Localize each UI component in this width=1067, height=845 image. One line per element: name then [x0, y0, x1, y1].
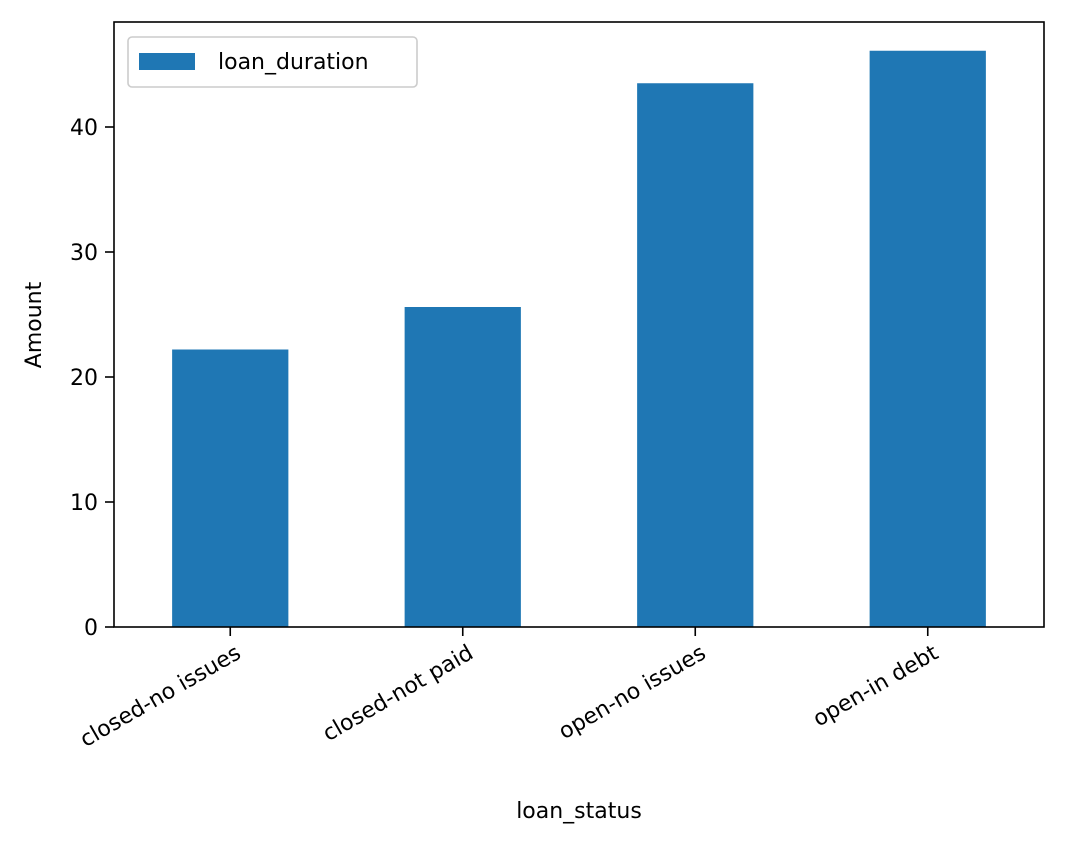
x-tick-label: open-in debt	[809, 640, 943, 732]
x-axis: closed-no issues closed-not paid open-no i…	[76, 627, 943, 753]
legend-swatch	[139, 53, 195, 70]
legend-frame	[127, 36, 418, 88]
y-tick-label: 40	[70, 116, 98, 141]
legend-label: loan_duration	[218, 50, 369, 75]
y-axis-title: Amount	[22, 281, 47, 368]
bars-group	[172, 50, 986, 627]
x-tick-label: open-no issues	[555, 641, 711, 745]
y-tick-label: 0	[84, 616, 98, 641]
bar-closed-no-issues	[172, 349, 289, 627]
x-tick-label: closed-not paid	[319, 641, 478, 747]
bar-closed-not-paid	[404, 307, 521, 627]
y-tick-label: 20	[70, 366, 98, 391]
bar-open-no-issues	[637, 83, 754, 627]
x-tick-label: closed-no issues	[76, 641, 245, 753]
y-axis: 0 10 20 30 40	[70, 116, 114, 641]
bar-open-in-debt	[869, 50, 986, 627]
plot-frame	[113, 21, 1045, 628]
y-tick-label: 10	[70, 491, 98, 516]
x-axis-title: loan_status	[516, 799, 642, 824]
legend: loan_duration	[127, 36, 418, 88]
y-tick-label: 30	[70, 241, 98, 266]
